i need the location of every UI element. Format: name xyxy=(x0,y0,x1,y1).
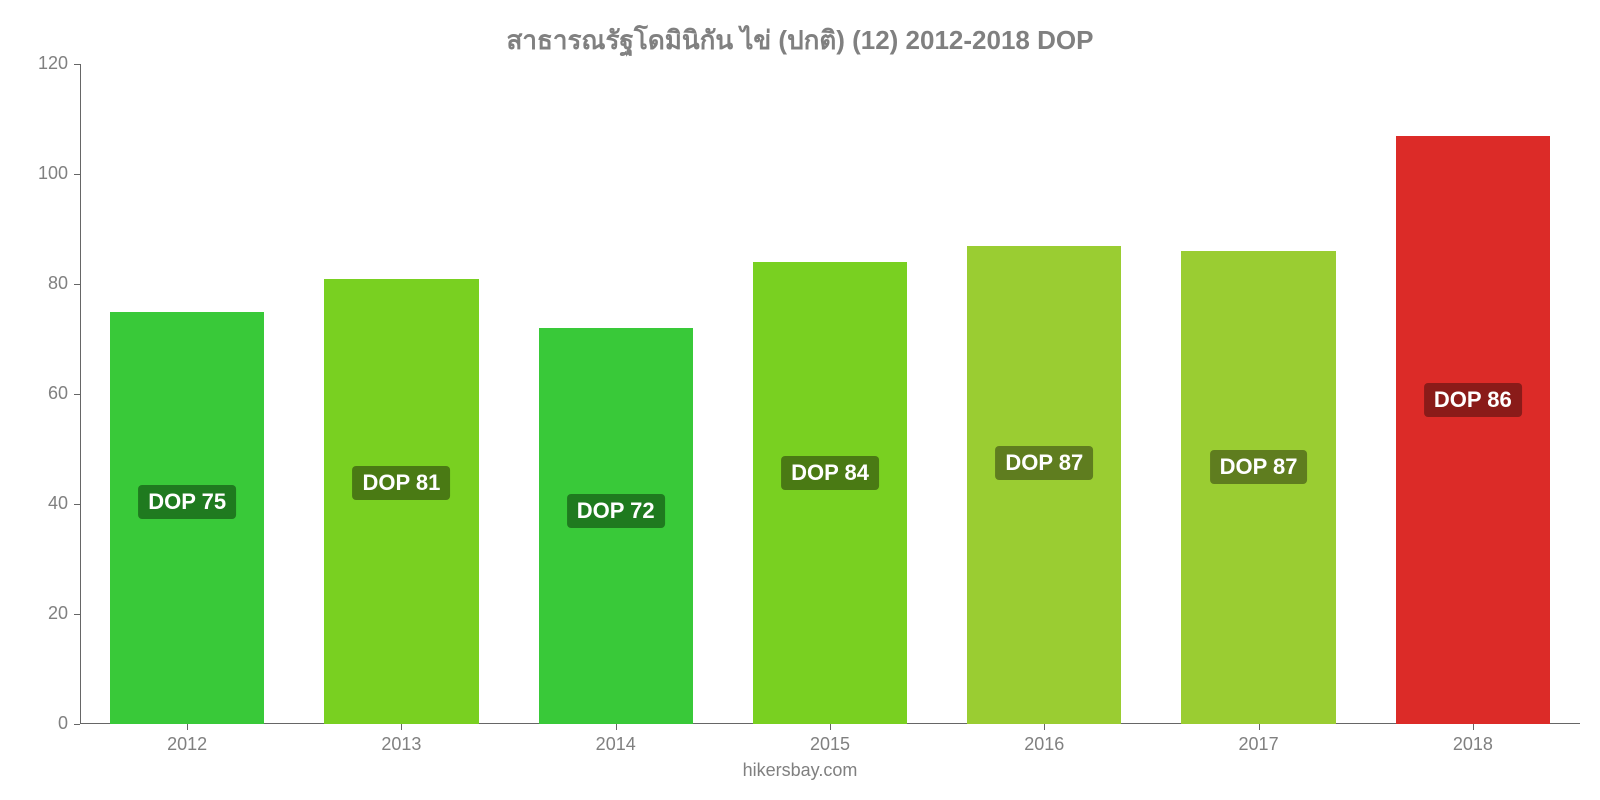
x-tick-label: 2015 xyxy=(810,734,850,755)
bar-value-label: DOP 87 xyxy=(1210,450,1308,484)
y-tick-mark xyxy=(74,724,80,725)
y-tick-mark xyxy=(74,64,80,65)
bar-value-label: DOP 75 xyxy=(138,485,236,519)
bar-value-label: DOP 81 xyxy=(352,466,450,500)
x-tick-mark xyxy=(187,724,188,730)
x-tick-mark xyxy=(1473,724,1474,730)
bar-value-label: DOP 87 xyxy=(995,446,1093,480)
x-tick-mark xyxy=(1044,724,1045,730)
y-tick-mark xyxy=(74,284,80,285)
y-tick-label: 20 xyxy=(48,603,68,624)
y-tick-mark xyxy=(74,614,80,615)
bar xyxy=(324,279,478,725)
y-tick-label: 80 xyxy=(48,273,68,294)
x-tick-mark xyxy=(616,724,617,730)
y-tick-label: 120 xyxy=(38,53,68,74)
x-tick-mark xyxy=(401,724,402,730)
y-tick-label: 100 xyxy=(38,163,68,184)
y-tick-mark xyxy=(74,174,80,175)
chart-container: สาธารณรัฐโดมินิกัน ไข่ (ปกติ) (12) 2012-… xyxy=(0,0,1600,800)
bar xyxy=(1396,136,1550,725)
bar xyxy=(967,246,1121,725)
x-tick-mark xyxy=(1259,724,1260,730)
y-axis-line xyxy=(80,64,81,724)
x-tick-label: 2016 xyxy=(1024,734,1064,755)
bar xyxy=(753,262,907,724)
bar-value-label: DOP 86 xyxy=(1424,383,1522,417)
plot-area xyxy=(80,64,1580,724)
y-tick-label: 0 xyxy=(58,713,68,734)
y-tick-label: 40 xyxy=(48,493,68,514)
chart-title: สาธารณรัฐโดมินิกัน ไข่ (ปกติ) (12) 2012-… xyxy=(0,20,1600,61)
x-tick-label: 2012 xyxy=(167,734,207,755)
x-tick-label: 2013 xyxy=(381,734,421,755)
y-tick-mark xyxy=(74,504,80,505)
y-tick-mark xyxy=(74,394,80,395)
x-tick-label: 2018 xyxy=(1453,734,1493,755)
y-tick-label: 60 xyxy=(48,383,68,404)
attribution-text: hikersbay.com xyxy=(0,760,1600,781)
x-tick-label: 2017 xyxy=(1239,734,1279,755)
bar xyxy=(1181,251,1335,724)
x-tick-label: 2014 xyxy=(596,734,636,755)
bar-value-label: DOP 84 xyxy=(781,456,879,490)
x-tick-mark xyxy=(830,724,831,730)
bar-value-label: DOP 72 xyxy=(567,494,665,528)
